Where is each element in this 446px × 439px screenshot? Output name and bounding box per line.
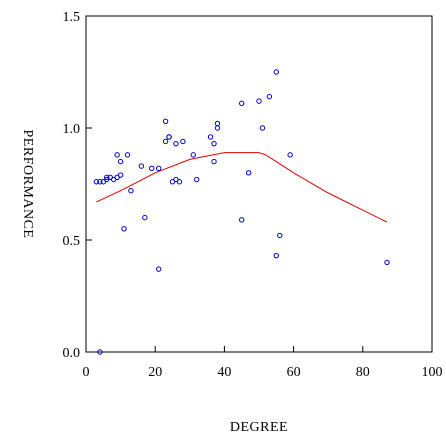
- data-point: [214, 125, 221, 131]
- data-point: [176, 179, 183, 185]
- data-point: [273, 252, 279, 259]
- data-point: [166, 134, 172, 140]
- plot-area-frame: [85, 15, 433, 353]
- data-point: [273, 69, 279, 75]
- data-point-outlier: [97, 349, 103, 355]
- data-points-layer: [93, 69, 390, 355]
- data-point: [287, 152, 293, 158]
- data-point: [259, 125, 266, 131]
- x-tick-label: 0: [83, 365, 90, 380]
- data-point: [138, 163, 145, 169]
- data-point: [211, 158, 217, 165]
- data-point: [162, 118, 169, 124]
- data-point: [97, 179, 103, 185]
- x-axis-ticks: 0 20 40 60 80 100: [83, 346, 443, 380]
- data-point: [104, 174, 110, 180]
- data-point: [239, 217, 245, 223]
- data-point: [142, 214, 148, 221]
- y-tick-label: 0.5: [63, 234, 81, 249]
- data-point: [194, 176, 200, 183]
- data-point: [117, 158, 124, 165]
- data-point: [266, 93, 273, 100]
- fit-line-layer: [96, 152, 388, 223]
- x-tick-label: 60: [287, 365, 301, 380]
- data-point: [93, 179, 100, 185]
- data-point: [239, 100, 245, 107]
- x-tick-label: 80: [356, 365, 370, 380]
- data-point: [114, 152, 120, 158]
- x-tick-label: 40: [217, 365, 231, 380]
- data-point: [180, 138, 186, 145]
- y-axis-ticks: 0.0 0.5 1.0 1.5: [63, 10, 92, 361]
- x-tick-label: 20: [148, 365, 162, 380]
- data-point: [214, 120, 221, 127]
- data-point: [149, 165, 155, 172]
- y-tick-label: 0.0: [63, 346, 81, 361]
- data-point: [207, 134, 214, 140]
- data-point: [155, 165, 162, 172]
- data-point: [155, 266, 162, 272]
- y-tick-label: 1.0: [63, 122, 81, 137]
- y-axis-label: PERFORMANCE: [20, 130, 35, 239]
- data-point: [277, 232, 283, 239]
- data-point: [117, 172, 124, 178]
- data-point: [384, 259, 390, 266]
- x-axis-label: DEGREE: [230, 420, 288, 435]
- data-point: [173, 140, 179, 147]
- fit-line: [96, 152, 388, 223]
- y-tick-label: 1.5: [63, 10, 81, 25]
- data-point: [245, 170, 252, 176]
- data-point: [162, 138, 169, 145]
- data-point: [256, 98, 262, 104]
- data-point: [128, 188, 134, 194]
- data-point: [190, 152, 196, 158]
- x-tick-label: 100: [422, 365, 443, 380]
- data-point: [124, 152, 131, 158]
- data-point: [211, 140, 217, 147]
- data-point: [121, 226, 127, 232]
